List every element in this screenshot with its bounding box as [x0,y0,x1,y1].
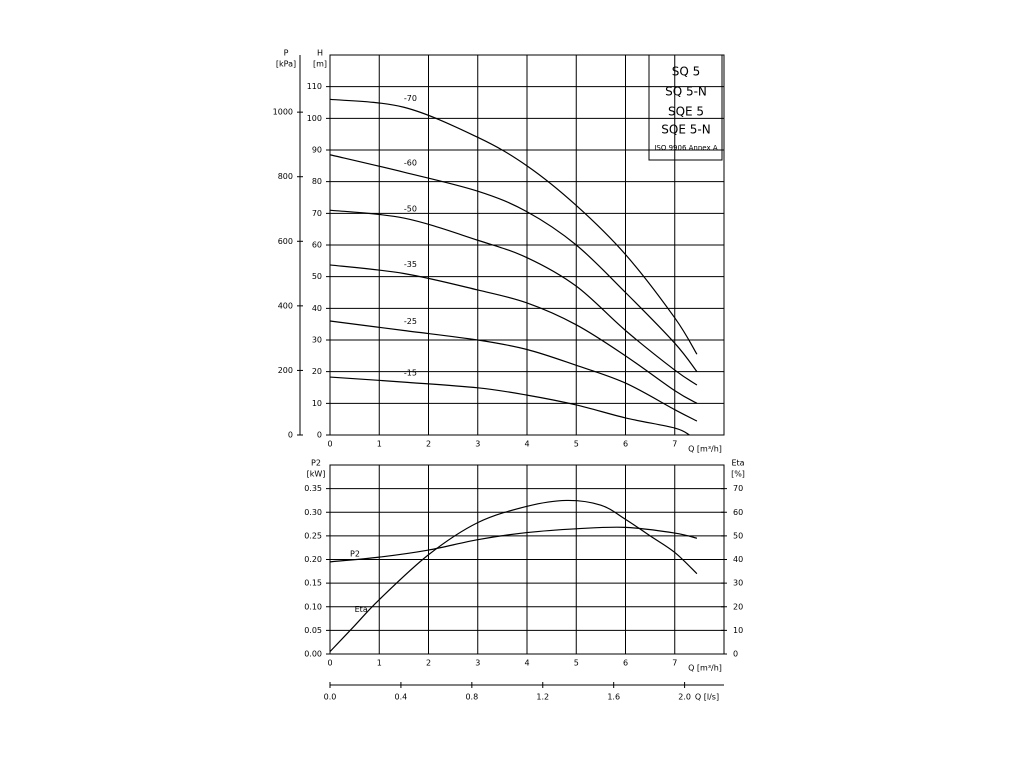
y2-tick-label: 60 [733,508,743,517]
x-tick-label: 1 [377,440,382,449]
y2-tick-label: 800 [278,172,293,181]
y2-tick-label: 0 [733,650,738,659]
curve-label: -35 [404,260,417,269]
y-tick-label: 10 [312,399,322,408]
y-tick-label: 90 [312,146,322,155]
legend-box-text: SQE 5 [668,105,704,119]
curve [329,499,698,653]
legend-box-text: SQE 5-N [661,123,710,137]
curve [329,154,698,373]
y2-tick-label: 50 [733,531,743,540]
x-tick-label: 6 [623,659,628,668]
y-tick-label: 0.25 [304,531,322,540]
y-tick-label: 0.30 [304,508,322,517]
curve [329,98,698,355]
y2-tick-label: 20 [733,602,743,611]
x2-tick-label: 1.6 [607,693,620,702]
x-tick-label: 1 [377,659,382,668]
x2-tick-label: 0.0 [324,693,337,702]
curve [329,320,698,422]
x2-tick-label: 2.0 [678,693,691,702]
legend-box-text: SQ 5-N [665,85,707,99]
x-tick-label: 7 [672,659,677,668]
x-tick-label: 4 [524,440,529,449]
x2-tick-label: 0.4 [395,693,408,702]
y2-axis-title: P [284,49,289,58]
y2-tick-label: 70 [733,484,743,493]
curve [329,264,698,404]
x-tick-label: 4 [524,659,529,668]
y-tick-label: 0.10 [304,602,322,611]
x-tick-label: 3 [475,659,480,668]
y2-axis-unit: [kPa] [276,60,296,69]
legend-box-text: SQ 5 [672,65,701,79]
x-axis-title: Q [m³/h] [688,445,722,454]
curve-label: -60 [404,159,417,168]
y-tick-label: 20 [312,367,322,376]
y-axis-unit: [kW] [307,470,326,479]
y2-tick-label: 600 [278,237,293,246]
curve-label: -50 [404,205,417,214]
y2-tick-label: 10 [733,626,743,635]
curve [329,209,698,386]
y-axis-unit: [m] [313,60,327,69]
y-tick-label: 0.35 [304,484,322,493]
legend-box-text: ISO 9906 Annex A [654,144,717,152]
curve-label: -25 [404,317,417,326]
curve-label: P2 [350,549,360,558]
y-tick-label: 70 [312,209,322,218]
curve-label: -70 [404,94,417,103]
x-tick-label: 0 [327,659,332,668]
x-axis-title: Q [m³/h] [688,664,722,673]
y2-tick-label: 400 [278,301,293,310]
legend-box [648,54,723,161]
y-tick-label: 0.00 [304,650,322,659]
x-tick-label: 2 [426,440,431,449]
y-axis-title: H [317,49,323,58]
y2-tick-label: 200 [278,366,293,375]
x-tick-label: 0 [327,440,332,449]
y-tick-label: 30 [312,336,322,345]
x-tick-label: 5 [574,659,579,668]
y2-tick-label: 0 [288,431,293,440]
x-tick-label: 5 [574,440,579,449]
x2-tick-label: 1.2 [536,693,549,702]
y-tick-label: 80 [312,177,322,186]
x-tick-label: 2 [426,659,431,668]
x-tick-label: 6 [623,440,628,449]
y-axis-title: P2 [311,459,321,468]
curve [329,526,698,563]
y-tick-label: 0.15 [304,579,322,588]
curve-label: -15 [404,369,417,378]
curve-label: Eta [355,605,368,614]
x2-tick-label: 0.8 [465,693,478,702]
y-tick-label: 0.05 [304,626,322,635]
y-tick-label: 110 [307,82,322,91]
y2-tick-label: 1000 [273,108,293,117]
y-tick-label: 100 [307,114,322,123]
y-tick-label: 0 [317,431,322,440]
x-tick-label: 3 [475,440,480,449]
x-tick-label: 7 [672,440,677,449]
y2-tick-label: 40 [733,555,743,564]
y-tick-label: 0.20 [304,555,322,564]
y-tick-label: 40 [312,304,322,313]
curve [329,376,690,436]
y2-axis-title: Eta [731,459,744,468]
y2-tick-label: 30 [733,579,743,588]
y-tick-label: 60 [312,241,322,250]
y-tick-label: 50 [312,272,322,281]
x2-axis-title: Q [l/s] [695,693,719,702]
y2-axis-unit: [%] [731,470,745,479]
